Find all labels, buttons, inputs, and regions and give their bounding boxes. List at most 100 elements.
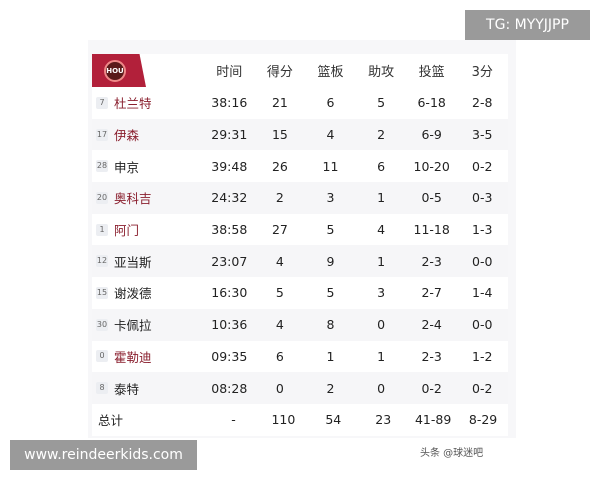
hou-logo-icon: HOU — [104, 59, 126, 82]
stat-cell: 8 — [326, 317, 335, 333]
player-row: 1 阿门 38:58 27 5 4 11-18 1-3 — [92, 213, 508, 246]
header-cell: 3分 — [471, 65, 493, 80]
player-name[interactable]: 伊森 — [114, 128, 140, 144]
player-row: 17 伊森 29:31 15 4 2 6-9 3-5 — [92, 118, 508, 151]
player-name[interactable]: 杜兰特 — [114, 96, 152, 112]
player-name[interactable]: 泰特 — [114, 381, 140, 397]
stat-cell: 2-4 — [421, 317, 442, 333]
stat-cell: 11-18 — [413, 222, 450, 238]
stat-cell: 0-2 — [421, 380, 442, 396]
player-name[interactable]: 阿门 — [114, 223, 140, 239]
stat-cell: 38:58 — [211, 222, 248, 238]
player-name[interactable]: 卡佩拉 — [114, 318, 152, 334]
team-logo: HOU — [92, 54, 146, 87]
player-row: 20 奥科吉 24:32 2 3 1 0-5 0-3 — [92, 182, 508, 214]
jersey-number: 28 — [96, 160, 108, 173]
stat-cell: 5 — [326, 222, 335, 238]
total-cell: 110 — [271, 412, 296, 428]
player-row: 8 泰特 08:28 0 2 0 0-2 0-2 — [92, 372, 508, 404]
header-cell: 时间 — [216, 65, 243, 80]
jersey-number: 17 — [96, 128, 108, 141]
jersey-number: 8 — [96, 382, 108, 395]
jersey-number: 20 — [96, 191, 108, 204]
stat-cell: 2 — [275, 190, 284, 206]
player-row: 30 卡佩拉 10:36 4 8 0 2-4 0-0 — [92, 308, 508, 341]
stat-cell: 3-5 — [472, 127, 493, 143]
jersey-number: 12 — [96, 255, 108, 268]
stat-cell: 9 — [326, 253, 335, 269]
stat-cell: 1 — [377, 190, 386, 206]
stat-cell: 10:36 — [211, 317, 248, 333]
jersey-number: 30 — [96, 318, 108, 331]
stat-cell: 5 — [377, 95, 386, 111]
stat-cell: 2-7 — [421, 285, 442, 301]
player-row: 7 杜兰特 38:16 21 6 5 6-18 2-8 — [92, 87, 508, 119]
player-name[interactable]: 申京 — [114, 159, 140, 175]
stat-cell: 2 — [326, 380, 335, 396]
stat-cell: 0-3 — [472, 190, 493, 206]
player-name[interactable]: 亚当斯 — [114, 254, 152, 270]
stat-cell: 4 — [377, 222, 386, 238]
header-cell: 得分 — [266, 65, 293, 80]
tg-overlay: TG: MYYJJPP — [465, 10, 590, 40]
stat-cell: 26 — [271, 158, 288, 174]
total-cell: - — [231, 412, 236, 428]
player-rows: 7 杜兰特 38:16 21 6 5 6-18 2-8 17 伊森 29:31 15 4 2 6-9 3-5 2… — [92, 87, 508, 404]
player-name[interactable]: 奥科吉 — [114, 191, 152, 207]
stat-cell: 2-3 — [421, 348, 442, 364]
stat-cell: 5 — [275, 285, 284, 301]
total-cell: 23 — [375, 412, 392, 428]
box-score-table: HOU 时间 得分 篮板 助攻 投篮 3分 7 杜兰特 38:16 21 6 5 6-18 2… — [92, 54, 508, 436]
stat-cell: 6-18 — [417, 95, 446, 111]
stat-cell: 5 — [326, 285, 335, 301]
stat-cell: 10-20 — [413, 158, 450, 174]
source-watermark: 头条 @球迷吧 — [420, 448, 484, 459]
stat-cell: 1 — [377, 253, 386, 269]
jersey-number: 15 — [96, 286, 108, 299]
stat-cell: 0 — [377, 380, 386, 396]
header-row: HOU 时间 得分 篮板 助攻 投篮 3分 — [92, 54, 508, 87]
stat-cell: 16:30 — [211, 285, 248, 301]
jersey-number: 7 — [96, 96, 108, 109]
stat-cell: 2-8 — [472, 95, 493, 111]
stat-cell: 27 — [271, 222, 288, 238]
stat-cell: 1-4 — [472, 285, 493, 301]
stat-cell: 15 — [271, 127, 288, 143]
stat-cell: 4 — [326, 127, 335, 143]
stat-cell: 1 — [326, 348, 335, 364]
player-name[interactable]: 霍勒迪 — [114, 349, 152, 365]
total-row: 总计 - 110 54 23 41-89 8-29 — [92, 403, 508, 436]
stat-cell: 1 — [377, 348, 386, 364]
stat-cell: 2-3 — [421, 253, 442, 269]
stat-cell: 38:16 — [211, 95, 248, 111]
stat-cell: 0-0 — [472, 253, 493, 269]
total-cell: 54 — [325, 412, 342, 428]
stat-cell: 6 — [326, 95, 335, 111]
total-label: 总计 — [98, 413, 124, 429]
player-name[interactable]: 谢泼德 — [114, 286, 152, 302]
player-row: 0 霍勒迪 09:35 6 1 1 2-3 1-2 — [92, 340, 508, 373]
stat-cell: 2 — [377, 127, 386, 143]
stat-cell: 6 — [275, 348, 284, 364]
stat-cell: 21 — [271, 95, 288, 111]
stat-cell: 0-5 — [421, 190, 442, 206]
stat-cell: 4 — [275, 253, 284, 269]
stat-cell: 23:07 — [211, 253, 248, 269]
jersey-number: 0 — [96, 350, 108, 363]
stat-cell: 1-2 — [472, 348, 493, 364]
header-cell: 投篮 — [418, 65, 445, 80]
site-overlay: www.reindeerkids.com — [10, 440, 197, 470]
total-cell: 41-89 — [414, 412, 452, 428]
stat-cell: 4 — [275, 317, 284, 333]
player-row: 15 谢泼德 16:30 5 5 3 2-7 1-4 — [92, 277, 508, 309]
player-row: 12 亚当斯 23:07 4 9 1 2-3 0-0 — [92, 245, 508, 278]
stat-cell: 0 — [275, 380, 284, 396]
stat-cell: 0-2 — [472, 158, 493, 174]
stat-cell: 24:32 — [211, 190, 248, 206]
stat-cell: 08:28 — [211, 380, 248, 396]
stat-cell: 11 — [322, 158, 339, 174]
stat-cell: 0 — [377, 317, 386, 333]
stat-cell: 09:35 — [211, 348, 248, 364]
stat-cell: 0-0 — [472, 317, 493, 333]
stat-cell: 1-3 — [472, 222, 493, 238]
